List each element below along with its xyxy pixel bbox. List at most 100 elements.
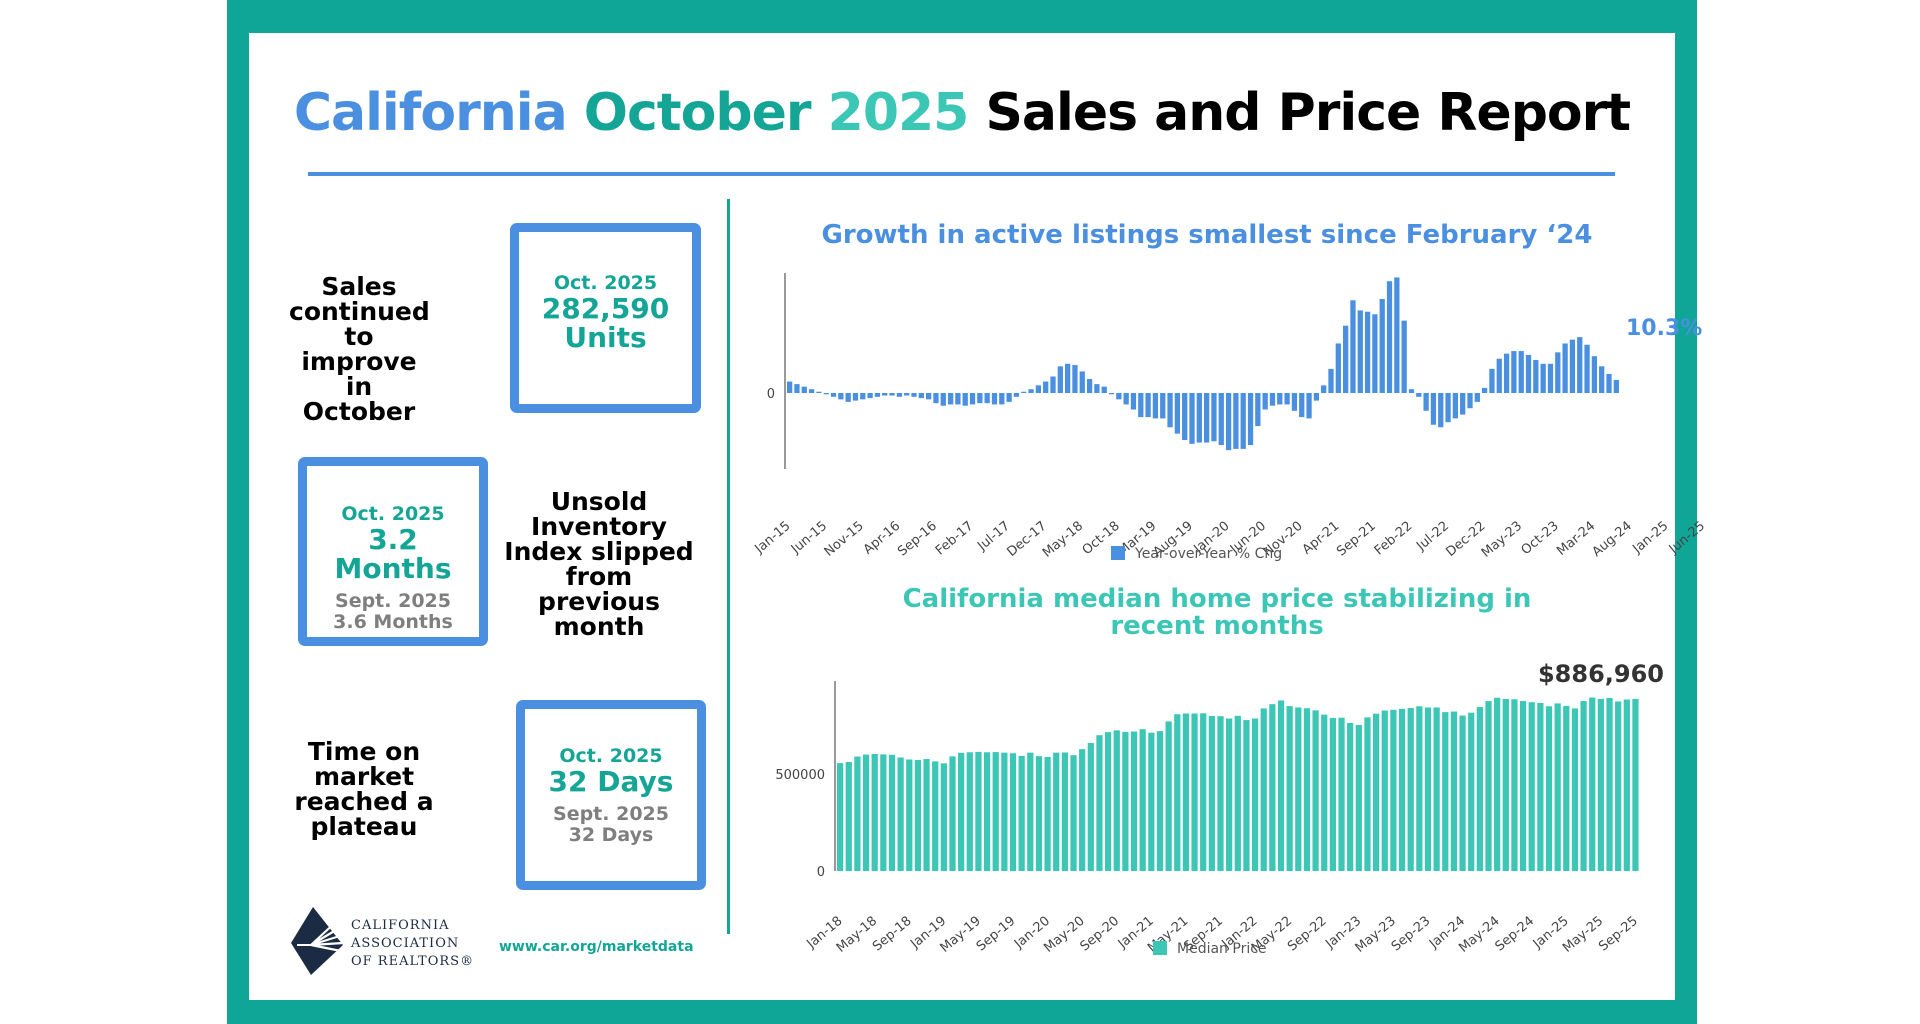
bar [1347, 722, 1354, 871]
x-tick-label: Sep-22 [1285, 914, 1330, 955]
bar [947, 393, 954, 405]
title-month: October [583, 83, 812, 143]
bar [914, 760, 922, 871]
bar [801, 386, 807, 393]
bar [1407, 708, 1414, 871]
bar [1009, 753, 1017, 871]
bar [1321, 714, 1328, 871]
bar [845, 393, 851, 402]
kpi-sales-value: 282,590 Units [541, 292, 670, 354]
bar [1086, 379, 1093, 393]
bar [1138, 393, 1144, 418]
bar [1113, 730, 1120, 871]
bar [992, 752, 999, 871]
bar [852, 393, 859, 401]
bar [1233, 393, 1239, 449]
bar [1379, 299, 1385, 393]
bar [1525, 354, 1532, 393]
bar [1511, 699, 1518, 871]
bar [926, 393, 932, 400]
bar [940, 763, 947, 871]
bar [1191, 713, 1198, 871]
bar [1101, 386, 1107, 393]
bar [837, 763, 844, 871]
bar [1577, 337, 1583, 393]
bar [1065, 363, 1071, 393]
bar [1338, 717, 1345, 871]
kpi-inventory-prev-value: 3.6 Months [333, 611, 453, 633]
website-link[interactable]: www.car.org/marketdata [499, 939, 694, 955]
bar [1087, 742, 1094, 871]
legend-swatch [1111, 546, 1125, 560]
bar [1260, 708, 1267, 871]
kpi-days-period: Oct. 2025 [559, 745, 663, 767]
bar [1381, 710, 1388, 871]
page-title: California October 2025 Sales and Price … [249, 83, 1675, 143]
bar [949, 756, 956, 871]
x-tick-label: Sep-25 [1596, 914, 1641, 955]
kpi-inventory-prev-period: Sept. 2025 [335, 590, 451, 612]
bar [1329, 717, 1336, 871]
car-logo-icon [291, 907, 344, 975]
bar [966, 752, 973, 871]
bar [867, 393, 873, 399]
bar [1569, 339, 1576, 393]
bar [1262, 393, 1268, 410]
bar [1152, 393, 1159, 419]
bar [1433, 707, 1440, 871]
title-underline [308, 172, 1615, 176]
bar [1313, 393, 1320, 401]
bar [1174, 714, 1181, 871]
bar [1243, 720, 1250, 871]
bar [1474, 393, 1480, 402]
bar [1001, 752, 1008, 871]
bar [1105, 732, 1112, 871]
bar [1545, 706, 1553, 871]
bar [1189, 393, 1195, 444]
bar [1050, 376, 1056, 393]
bar [958, 752, 965, 871]
bar [1416, 393, 1422, 397]
bar [1321, 385, 1327, 393]
bar [1482, 387, 1488, 393]
bar [1218, 393, 1224, 446]
bar [845, 761, 852, 871]
bar [1182, 713, 1190, 871]
bar [862, 754, 870, 871]
bar [1130, 731, 1138, 871]
bar [1335, 343, 1341, 393]
bar [1021, 391, 1027, 393]
bar [1632, 698, 1639, 871]
bar [1408, 389, 1415, 393]
kpi-inventory-description: Unsold Inventory Index slipped from prev… [504, 487, 694, 641]
bar [1167, 393, 1173, 428]
x-tick-label: Sep-19 [974, 914, 1019, 955]
bar [1606, 373, 1612, 393]
title-california: California [293, 83, 568, 143]
bar [1430, 393, 1437, 425]
bar [794, 384, 800, 393]
bar [1386, 281, 1393, 393]
bar [1284, 393, 1290, 405]
kpi-inventory-box: Oct. 2025 3.2 Months Sept. 2025 3.6 Mont… [298, 457, 488, 646]
bar [1580, 701, 1587, 871]
bar [1208, 715, 1215, 871]
bar [1286, 706, 1293, 871]
y-tick-label: 0 [817, 865, 825, 880]
bar [1018, 755, 1025, 871]
title-year: 2025 [827, 83, 970, 143]
kpi-days-box: Oct. 2025 32 Days Sept. 2025 32 Days [516, 700, 706, 890]
bar [1027, 752, 1034, 871]
bar [808, 389, 815, 393]
bar [874, 393, 881, 397]
bar [1269, 393, 1276, 406]
bar [1584, 344, 1590, 393]
bar [1442, 712, 1449, 871]
chart2-median-price: 0500000Jan-18May-18Sep-18Jan-19May-19Sep… [775, 660, 1664, 957]
bar [1200, 713, 1207, 871]
bar [1511, 351, 1517, 393]
bar [1225, 393, 1232, 451]
bar [896, 393, 903, 397]
bar [1343, 325, 1349, 393]
bar [1094, 384, 1100, 393]
